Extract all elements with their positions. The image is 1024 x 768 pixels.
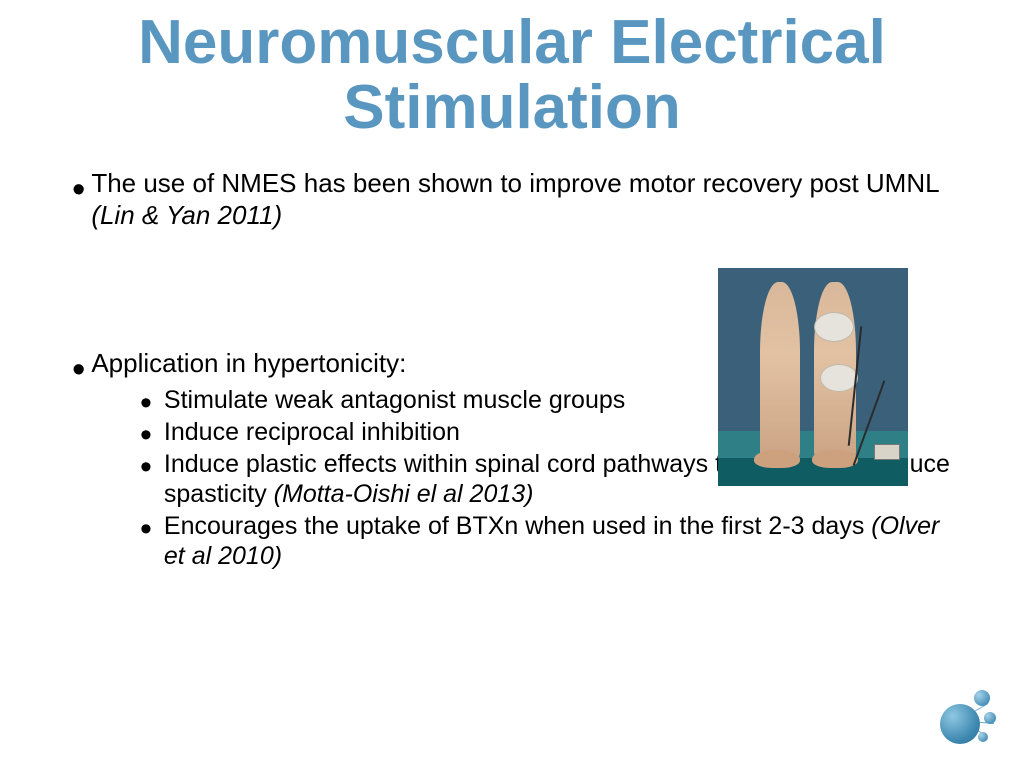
sub-bullet-3-citation: (Motta-Oishi el al 2013) [274, 480, 534, 508]
bullet-dot-icon: • [72, 168, 91, 201]
sub-bullet-4: • Encourages the uptake of BTXn when use… [140, 511, 964, 571]
photo-left-foot [754, 450, 800, 468]
logo-main-sphere [940, 704, 980, 744]
bullet-dot-icon: • [140, 449, 164, 476]
photo-right-foot [812, 450, 858, 468]
bullet-1-citation: (Lin & Yan 2011) [91, 200, 282, 230]
photo-electrode-pad-upper [814, 312, 854, 342]
bullet-dot-icon: • [140, 417, 164, 444]
logo-small-sphere [978, 732, 988, 742]
bullet-1-pre: The use of NMES has been shown to improv… [91, 168, 938, 198]
photo-electrode-pad-lower [820, 364, 858, 392]
slide-title: Neuromuscular Electrical Stimulation [60, 10, 964, 140]
bullet-dot-icon: • [140, 511, 164, 538]
bullet-dot-icon: • [72, 348, 91, 381]
bullet-1: • The use of NMES has been shown to impr… [72, 168, 964, 231]
photo-stimulator-device [874, 444, 900, 460]
sub-bullet-4-pre: Encourages the uptake of BTXn when used … [164, 512, 871, 540]
sub-bullet-4-text: Encourages the uptake of BTXn when used … [164, 511, 964, 571]
photo-left-leg [760, 282, 800, 462]
nmes-leg-photo [718, 268, 908, 486]
bullet-dot-icon: • [140, 385, 164, 412]
logo-small-sphere [984, 712, 996, 724]
logo-small-sphere [974, 690, 990, 706]
slide: Neuromuscular Electrical Stimulation • T… [0, 0, 1024, 768]
network-logo-icon [930, 682, 1002, 754]
bullet-1-text: The use of NMES has been shown to improv… [91, 168, 964, 231]
